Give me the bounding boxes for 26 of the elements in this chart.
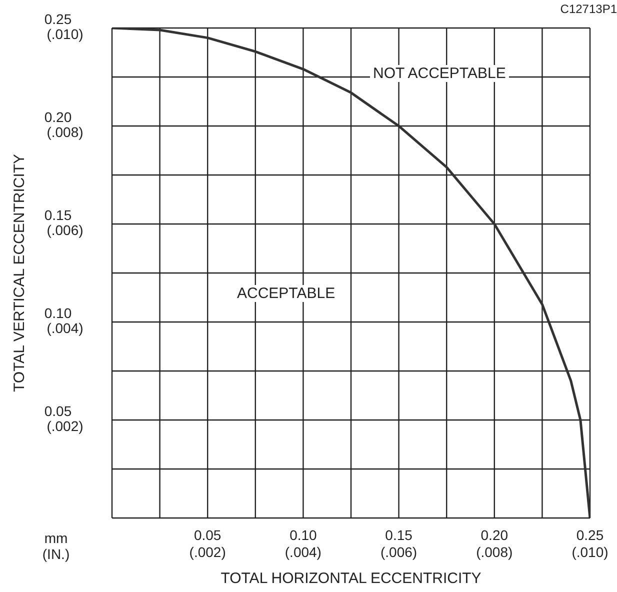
x2-tick-label: (.008) bbox=[475, 544, 514, 560]
x-axis-title: TOTAL HORIZONTAL ECCENTRICITY bbox=[220, 570, 482, 587]
x-tick-label: 0.05 bbox=[194, 527, 222, 543]
x-tick-label: 0.20 bbox=[480, 527, 508, 543]
y2-tick-label: (.004) bbox=[46, 320, 84, 336]
y-tick-label: 0.05 bbox=[44, 403, 72, 419]
y-tick-label: 0.25 bbox=[44, 11, 72, 27]
y2-tick-label: (.006) bbox=[46, 222, 84, 238]
y2-tick-label: (.002) bbox=[46, 418, 84, 434]
y-tick-label: 0.10 bbox=[44, 305, 72, 321]
text: mm (IN.) bbox=[41, 530, 71, 562]
y2-tick-label: (.008) bbox=[46, 124, 84, 140]
x2-tick-label: (.002) bbox=[188, 544, 227, 560]
y2-tick-label: (.010) bbox=[46, 26, 84, 42]
annotation: NOT ACCEPTABLE bbox=[370, 65, 509, 82]
text: C12713P1 bbox=[560, 2, 617, 16]
x2-tick-label: (.004) bbox=[284, 544, 322, 560]
x2-tick-label: (.010) bbox=[570, 544, 610, 560]
annotation: ACCEPTABLE bbox=[234, 285, 338, 302]
x-tick-label: 0.15 bbox=[385, 527, 413, 543]
x2-tick-label: (.006) bbox=[380, 544, 418, 560]
y-axis-title: TOTAL VERTICAL ECCENTRICITY bbox=[11, 154, 28, 392]
y-tick-label: 0.15 bbox=[44, 207, 72, 223]
y-tick-label: 0.20 bbox=[44, 109, 72, 125]
x-tick-label: 0.10 bbox=[290, 527, 318, 543]
x-tick-label: 0.25 bbox=[576, 527, 604, 543]
